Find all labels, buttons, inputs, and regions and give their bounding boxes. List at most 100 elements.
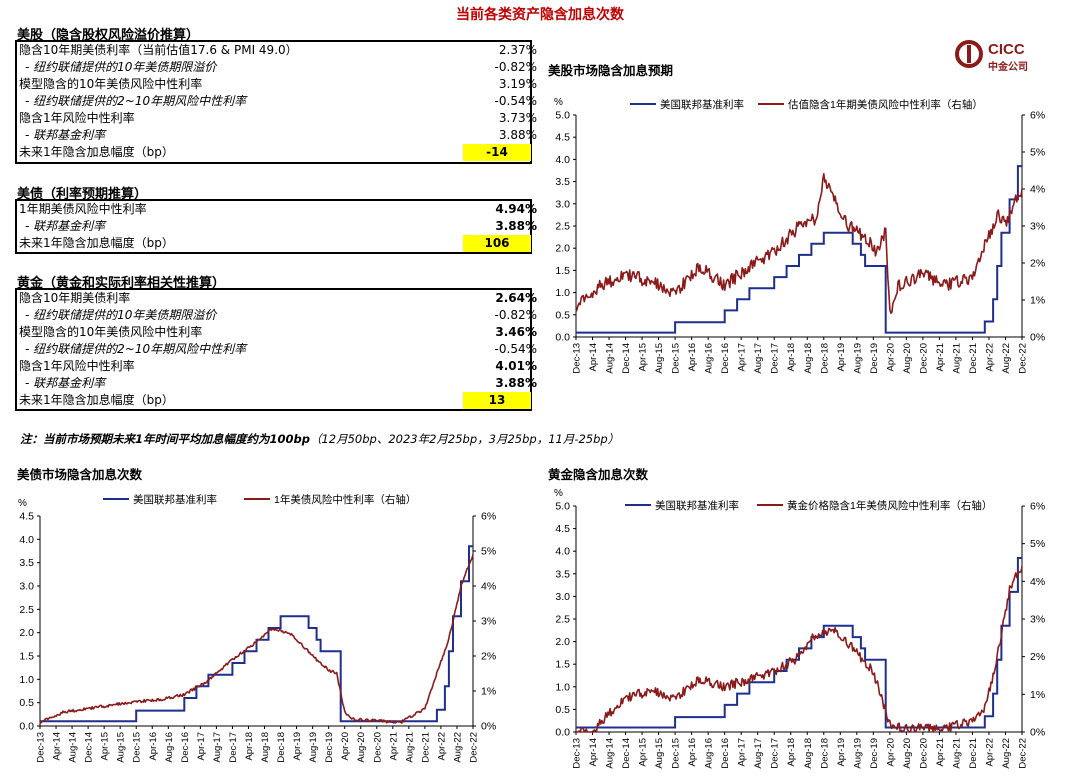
legend-label: 美国联邦基准利率 (660, 98, 744, 111)
x-tick-label: Dec-20 (918, 738, 929, 769)
x-tick-label: Dec-19 (869, 343, 880, 374)
x-tick-label: Dec-16 (720, 738, 731, 769)
row-value: -0.82% (494, 60, 537, 74)
x-tick-label: Dec-15 (671, 343, 682, 374)
x-tick-label: Dec-13 (572, 738, 583, 769)
x-tick-label: Aug-15 (654, 738, 665, 769)
x-tick-label: Dec-19 (869, 738, 880, 769)
row-value: 3.88% (498, 128, 537, 142)
x-tick-label: Apr-22 (984, 738, 995, 767)
row-label: 未来1年隐含加息幅度（bp） (19, 393, 174, 407)
row-value: 3.73% (498, 111, 537, 125)
row-value: -0.54% (494, 342, 537, 356)
x-tick-label: Apr-17 (196, 732, 207, 761)
x-tick-label: Apr-20 (885, 343, 896, 372)
y-tick-label-left: 3.0 (555, 591, 570, 603)
row-label: - 联邦基金利率 (25, 376, 106, 390)
y-tick-label-right: 0% (481, 721, 496, 733)
x-tick-label: Dec-22 (1018, 343, 1029, 374)
y-tick-label-right: 2% (1030, 258, 1045, 270)
x-tick-label: Apr-18 (786, 343, 797, 372)
legend-label: 1年美债风险中性利率（右轴） (274, 493, 416, 506)
y-tick-label-left: 2.0 (555, 243, 570, 255)
x-tick-label: Aug-22 (1001, 343, 1012, 374)
y-tick-label-left: 3.0 (19, 581, 34, 593)
x-tick-label: Aug-16 (164, 732, 175, 763)
x-tick-label: Apr-17 (737, 343, 748, 372)
x-tick-label: Dec-21 (968, 738, 979, 769)
equity-table-title: 美股（隐含股权风险溢价推算） (17, 28, 200, 43)
y-tick-label-left: 2.0 (555, 636, 570, 648)
x-tick-label: Apr-19 (836, 738, 847, 767)
footnote-paren: （12月50bp、2023年2月25bp，3月25bp，11月-25bp） (309, 432, 620, 446)
y-tick-label-left: 3.0 (555, 198, 570, 210)
x-tick-label: Apr-19 (836, 343, 847, 372)
y-tick-label-left: 1.0 (555, 681, 570, 693)
x-tick-label: Apr-21 (935, 738, 946, 767)
y-tick-label-left: 2.5 (19, 604, 34, 616)
y-tick-label-left: 1.0 (19, 674, 34, 686)
row-label: - 联邦基金利率 (25, 128, 106, 142)
y-tick-label-right: 6% (1030, 501, 1045, 513)
y-tick-label-right: 3% (1030, 614, 1045, 626)
x-tick-label: Aug-14 (605, 738, 616, 769)
x-tick-label: Dec-17 (770, 343, 781, 374)
x-tick-label: Dec-16 (720, 343, 731, 374)
y-tick-label-right: 1% (1030, 689, 1045, 701)
y-tick-label-right: 4% (1030, 184, 1045, 196)
y-tick-label-left: 0.5 (19, 697, 34, 709)
y-tick-label-left: 0.0 (19, 721, 34, 733)
y-tick-label-right: 1% (481, 686, 496, 698)
series-line-fed-rate (576, 557, 1022, 729)
chart-title-gold: 黄金隐含加息次数 (548, 467, 649, 482)
x-tick-label: Apr-22 (436, 732, 447, 761)
row-value: -0.54% (494, 94, 537, 108)
equity-chart: % 0.0 0.5 1.0 1.5 2.0 2.5 3.0 3.5 4.0 4.5 5.0 0% 1% 2%… (554, 97, 1045, 374)
x-tick-label: Dec-15 (132, 732, 143, 763)
x-tick-label: Apr-20 (885, 738, 896, 767)
y-tick-label-left: 3.5 (555, 568, 570, 580)
y-tick-label-left: 1.0 (555, 287, 570, 299)
x-tick-label: Dec-14 (84, 732, 95, 763)
y-unit-label: % (18, 498, 27, 509)
x-tick-label: Apr-22 (984, 343, 995, 372)
x-tick-label: Aug-19 (308, 732, 319, 763)
y-tick-label-right: 2% (481, 651, 496, 663)
x-tick-label: Apr-21 (388, 732, 399, 761)
y-tick-label-left: 4.0 (555, 154, 570, 166)
row-label: 未来1年隐含加息幅度（bp） (19, 145, 174, 159)
y-tick-label-left: 4.5 (19, 511, 34, 523)
x-tick-label: Aug-15 (116, 732, 127, 763)
x-tick-label: Apr-19 (292, 732, 303, 761)
legend-label: 黄金价格隐含1年美债风险中性利率（右轴） (787, 499, 992, 512)
table-row: 未来1年隐含加息幅度（bp） 13 (17, 392, 531, 409)
row-label: 隐含10年期美债利率（当前估值17.6 & PMI 49.0） (19, 43, 298, 57)
table-row: - 联邦基金利率 3.88% (17, 375, 537, 392)
x-tick-label: Dec-13 (36, 732, 47, 763)
x-tick-label: Dec-20 (918, 343, 929, 374)
legend-label: 估值隐含1年期美债风险中性利率（右轴） (788, 98, 983, 111)
y-tick-label-left: 2.0 (19, 627, 34, 639)
y-tick-label-left: 1.5 (19, 651, 34, 663)
row-value: 3.88% (495, 219, 537, 233)
y-tick-label-left: 0.5 (555, 309, 570, 321)
x-tick-label: Aug-18 (803, 343, 814, 374)
y-tick-label-left: 1.5 (555, 265, 570, 277)
y-tick-label-left: 0.0 (555, 332, 570, 344)
y-tick-label-right: 4% (1030, 576, 1045, 588)
y-tick-label-left: 0.5 (555, 704, 570, 716)
y-tick-label-left: 3.5 (19, 557, 34, 569)
row-label: - 纽约联储提供的10年美债期限溢价 (25, 60, 217, 74)
y-tick-label-right: 1% (1030, 295, 1045, 307)
x-tick-label: Aug-20 (902, 738, 913, 769)
x-tick-label: Apr-15 (638, 343, 649, 372)
y-tick-label-right: 5% (1030, 538, 1045, 550)
row-label: 模型隐含的10年美债风险中性利率 (19, 77, 203, 91)
x-tick-label: Apr-16 (687, 343, 698, 372)
legend-label: 美国联邦基准利率 (655, 499, 739, 512)
y-tick-label-right: 0% (1030, 727, 1045, 739)
gold-chart: % 0.0 0.5 1.0 1.5 2.0 2.5 3.0 3.5 4.0 4.5 5.0 0% 1% 2%… (554, 488, 1045, 769)
x-tick-label: Aug-19 (852, 738, 863, 769)
table-row: - 纽约联储提供的10年美债期限溢价 -0.82% (17, 59, 537, 76)
y-tick-label-left: 2.5 (555, 614, 570, 626)
